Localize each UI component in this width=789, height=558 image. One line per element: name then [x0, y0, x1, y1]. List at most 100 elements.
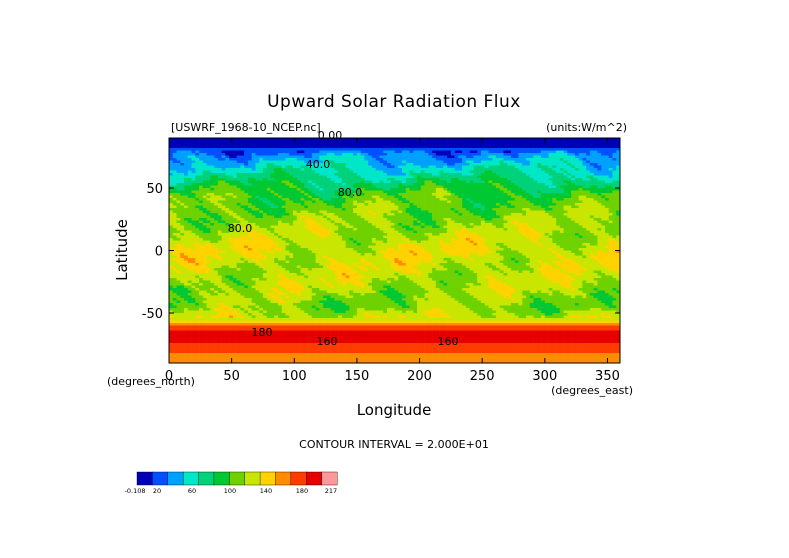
heatmap-cell: [221, 168, 226, 171]
heatmap-cell: [195, 178, 200, 181]
heatmap-cell: [353, 233, 358, 236]
heatmap-cell: [571, 238, 576, 241]
heatmap-cell: [368, 170, 373, 174]
heatmap-cell: [334, 225, 339, 229]
heatmap-cell: [518, 165, 523, 169]
heatmap-cell: [424, 148, 429, 151]
heatmap-cell: [172, 213, 177, 216]
heatmap-cell: [330, 233, 335, 236]
heatmap-cell: [210, 178, 215, 181]
heatmap-cell: [240, 223, 245, 226]
heatmap-cell: [529, 215, 534, 219]
heatmap-cell: [462, 168, 467, 171]
heatmap-cell: [398, 168, 403, 171]
heatmap-cell: [541, 235, 546, 239]
heatmap-cell: [537, 158, 542, 161]
heatmap-cell: [277, 178, 283, 181]
heatmap-cell: [180, 140, 185, 144]
heatmap-cell: [304, 185, 309, 189]
heatmap-cell: [420, 158, 425, 161]
heatmap-cell: [251, 190, 256, 194]
heatmap-cell: [601, 215, 606, 219]
heatmap-cell: [529, 200, 534, 204]
heatmap-cell: [244, 145, 249, 149]
heatmap-cell: [582, 158, 587, 161]
heatmap-cell: [533, 150, 538, 154]
heatmap-cell: [443, 230, 448, 234]
heatmap-cell: [191, 175, 196, 179]
heatmap-cell: [375, 195, 380, 199]
heatmap-cell: [533, 178, 538, 181]
heatmap-cell: [274, 163, 279, 166]
heatmap-cell: [199, 165, 204, 169]
heatmap-cell: [409, 240, 414, 244]
heatmap-cell: [244, 160, 249, 164]
heatmap-cell: [176, 208, 181, 211]
heatmap-cell: [326, 213, 331, 216]
heatmap-cell: [356, 173, 361, 176]
heatmap-cell: [240, 163, 245, 166]
heatmap-cell: [511, 188, 516, 191]
heatmap-cell: [371, 230, 377, 234]
heatmap-cell: [533, 165, 538, 169]
heatmap-cell: [360, 240, 365, 244]
heatmap-cell: [484, 200, 489, 204]
heatmap-cell: [353, 230, 358, 234]
heatmap-cell: [259, 193, 264, 196]
heatmap-cell: [413, 223, 418, 226]
heatmap-cell: [274, 165, 279, 169]
heatmap-cell: [522, 165, 527, 169]
heatmap-cell: [371, 148, 377, 151]
heatmap-cell: [293, 180, 298, 184]
heatmap-cell: [319, 208, 324, 211]
heatmap-cell: [221, 178, 226, 181]
heatmap-cell: [544, 203, 549, 206]
heatmap-cell: [277, 165, 283, 169]
heatmap-cell: [266, 198, 271, 201]
heatmap-cell: [458, 178, 463, 181]
units-label: (units:W/m^2): [546, 121, 627, 134]
heatmap-cell: [526, 203, 531, 206]
heatmap-cell: [191, 223, 196, 226]
heatmap-cell: [394, 185, 399, 189]
heatmap-cell: [326, 200, 331, 204]
heatmap-cell: [217, 230, 222, 234]
heatmap-cell: [169, 208, 174, 211]
heatmap-cell: [473, 183, 478, 186]
heatmap-cell: [597, 183, 602, 186]
heatmap-cell: [349, 138, 354, 141]
heatmap-cell: [187, 168, 192, 171]
heatmap-cell: [210, 153, 215, 156]
heatmap-cell: [259, 180, 264, 184]
heatmap-cell: [405, 185, 410, 189]
heatmap-cell: [458, 200, 463, 204]
heatmap-cell: [413, 195, 418, 199]
heatmap-cell: [371, 150, 377, 154]
heatmap-cell: [552, 203, 557, 206]
heatmap-cell: [206, 190, 211, 194]
heatmap-cell: [247, 193, 252, 196]
heatmap-cell: [323, 180, 328, 184]
heatmap-cell: [274, 185, 279, 189]
heatmap-cell: [405, 218, 410, 221]
heatmap-cell: [439, 198, 444, 201]
heatmap-cell: [574, 153, 579, 156]
heatmap-cell: [492, 210, 497, 214]
heatmap-cell: [293, 205, 298, 209]
heatmap-cell: [541, 190, 546, 194]
heatmap-cell: [259, 235, 264, 239]
heatmap-cell: [462, 235, 467, 239]
heatmap-cell: [405, 223, 410, 226]
heatmap-cell: [420, 165, 425, 169]
heatmap-cell: [326, 150, 331, 154]
heatmap-cell: [191, 138, 196, 141]
heatmap-cell: [379, 180, 384, 184]
heatmap-cell: [379, 188, 384, 191]
heatmap-cell: [544, 188, 549, 191]
heatmap-cell: [315, 205, 320, 209]
heatmap-cell: [473, 138, 478, 141]
heatmap-cell: [195, 195, 200, 199]
heatmap-cell: [270, 215, 275, 219]
heatmap-cell: [225, 213, 230, 216]
heatmap-cell: [364, 198, 369, 201]
